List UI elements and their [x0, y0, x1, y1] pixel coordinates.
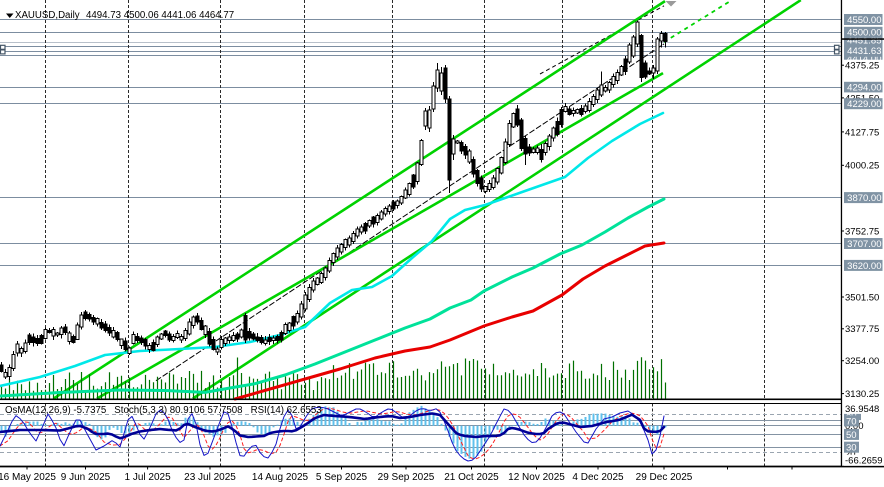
- svg-text:3707.00: 3707.00: [847, 239, 881, 250]
- svg-text:1 Jul 2025: 1 Jul 2025: [125, 472, 172, 483]
- svg-text:30: 30: [846, 443, 857, 454]
- svg-text:-66.2659: -66.2659: [845, 456, 883, 467]
- svg-text:4431.63: 4431.63: [847, 46, 881, 57]
- svg-text:36.9548: 36.9548: [845, 404, 879, 415]
- svg-text:5 Sep 2025: 5 Sep 2025: [316, 472, 368, 483]
- svg-text:4550.00: 4550.00: [847, 15, 881, 26]
- svg-text:4127.75: 4127.75: [845, 127, 879, 138]
- svg-text:4451.85: 4451.85: [847, 35, 881, 46]
- svg-text:4000.25: 4000.25: [845, 161, 879, 172]
- svg-text:4414.00: 4414.00: [847, 53, 881, 64]
- svg-text:3501.50: 3501.50: [845, 292, 879, 303]
- svg-text:0.00: 0.00: [845, 421, 864, 432]
- svg-text:3752.75: 3752.75: [845, 226, 879, 237]
- svg-text:29 Dec 2025: 29 Dec 2025: [636, 472, 693, 483]
- svg-text:OsMA(12,26,9) -5.7375 Stoch(: OsMA(12,26,9) -5.7375 Stoch(5,3,3) 80.91…: [5, 405, 322, 416]
- svg-text:3620.00: 3620.00: [847, 261, 881, 272]
- svg-text:3870.00: 3870.00: [847, 193, 881, 204]
- svg-text:14 Aug 2025: 14 Aug 2025: [252, 472, 309, 483]
- svg-text:4 Dec 2025: 4 Dec 2025: [572, 472, 624, 483]
- svg-text:3254.00: 3254.00: [845, 356, 879, 367]
- svg-text:4500.00: 4500.00: [847, 28, 881, 39]
- svg-text:16 May 2025: 16 May 2025: [0, 472, 56, 483]
- svg-text:4375.25: 4375.25: [845, 61, 879, 72]
- svg-text:23 Jul 2025: 23 Jul 2025: [184, 472, 236, 483]
- svg-text:4494.73 4500.06 4441.06 4464.7: 4494.73 4500.06 4441.06 4464.77: [86, 10, 234, 21]
- svg-text:3377.75: 3377.75: [845, 324, 879, 335]
- svg-text:4294.00: 4294.00: [847, 83, 881, 94]
- svg-text:4229.00: 4229.00: [847, 99, 881, 110]
- svg-text:XAUUSD,Daily: XAUUSD,Daily: [15, 10, 80, 21]
- svg-text:50: 50: [846, 430, 857, 441]
- svg-text:20: 20: [845, 449, 856, 460]
- svg-text:9 Jun 2025: 9 Jun 2025: [61, 472, 111, 483]
- svg-text:3130.25: 3130.25: [845, 389, 879, 400]
- svg-text:70: 70: [846, 416, 857, 427]
- svg-text:12 Nov 2025: 12 Nov 2025: [508, 472, 565, 483]
- svg-text:29 Sep 2025: 29 Sep 2025: [378, 472, 435, 483]
- svg-text:21 Oct 2025: 21 Oct 2025: [444, 472, 499, 483]
